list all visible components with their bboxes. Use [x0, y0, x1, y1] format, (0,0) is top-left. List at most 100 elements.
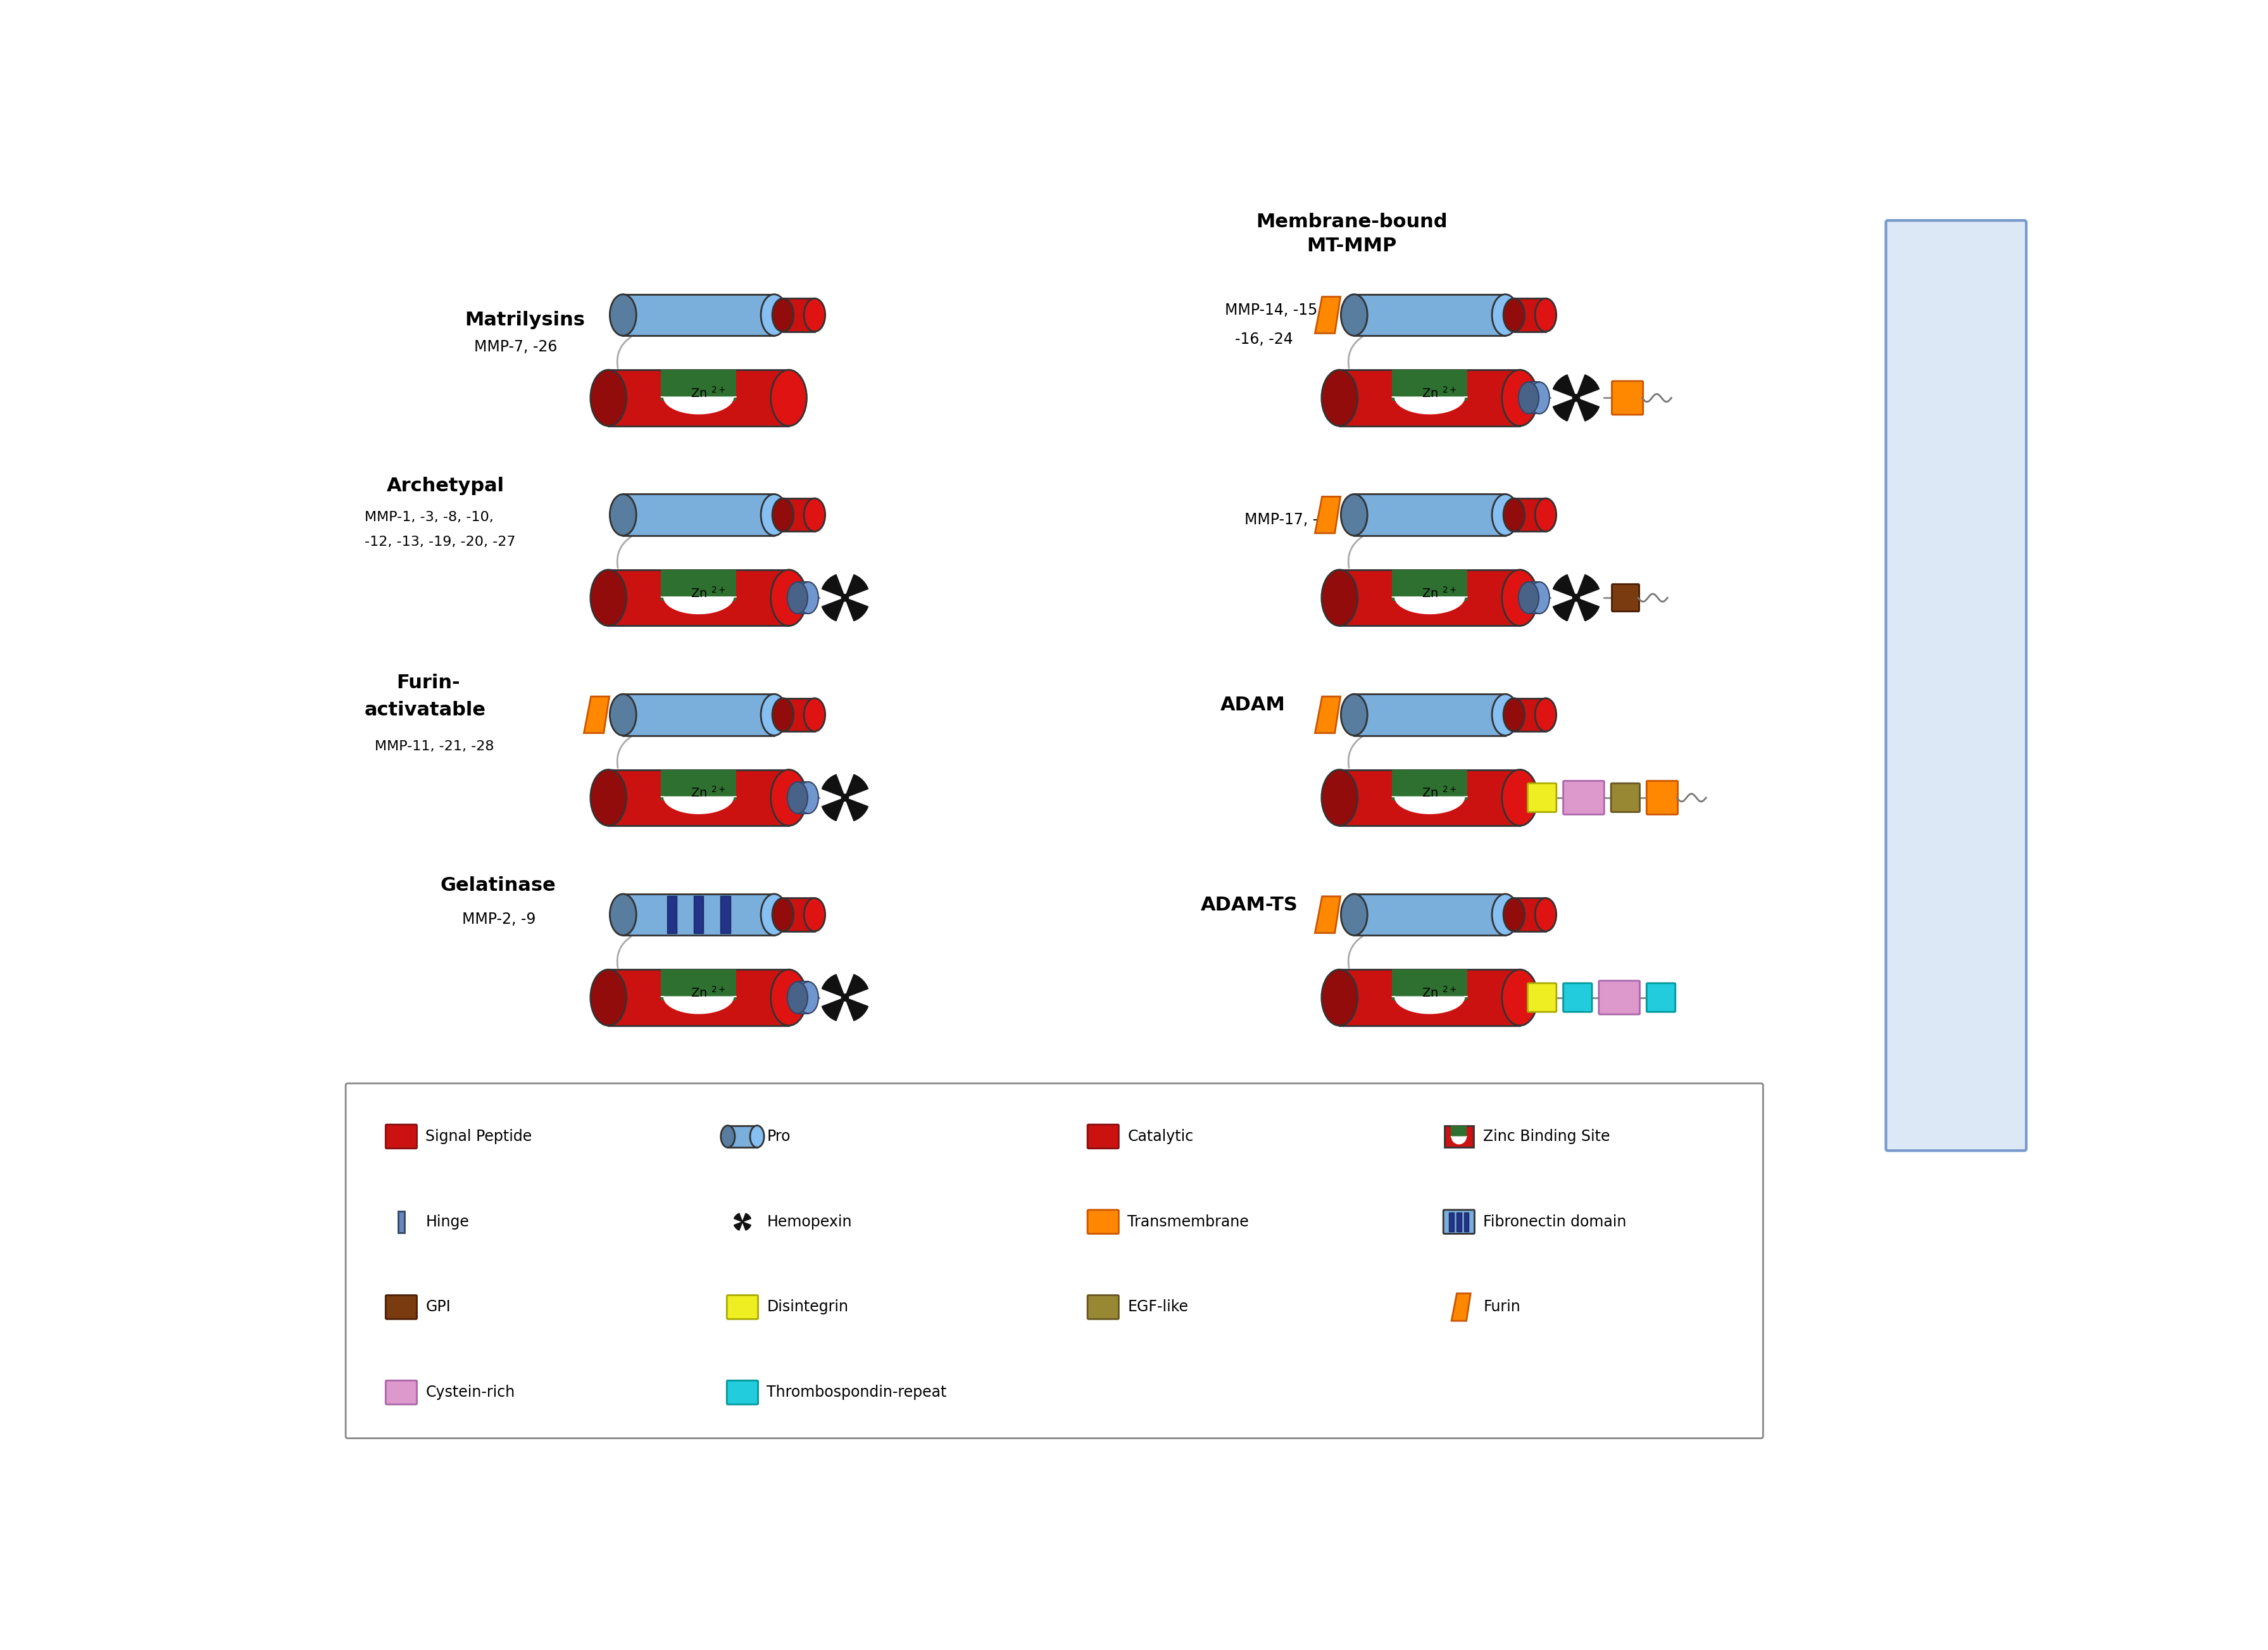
Ellipse shape	[590, 769, 626, 825]
Polygon shape	[742, 1221, 751, 1231]
FancyBboxPatch shape	[1610, 784, 1640, 812]
FancyBboxPatch shape	[1442, 1209, 1474, 1234]
Ellipse shape	[610, 695, 637, 736]
Ellipse shape	[1504, 299, 1524, 332]
Ellipse shape	[803, 698, 826, 731]
Polygon shape	[821, 998, 846, 1021]
Ellipse shape	[1535, 299, 1556, 332]
Text: Catalytic: Catalytic	[1127, 1129, 1193, 1143]
FancyBboxPatch shape	[1563, 780, 1603, 815]
Ellipse shape	[610, 294, 637, 335]
Polygon shape	[1452, 1137, 1467, 1143]
Polygon shape	[821, 797, 846, 820]
Ellipse shape	[787, 582, 807, 614]
Bar	[1354, 294, 1506, 335]
Ellipse shape	[1322, 370, 1359, 426]
Ellipse shape	[1501, 569, 1538, 625]
Polygon shape	[821, 774, 846, 797]
Polygon shape	[660, 797, 737, 813]
Ellipse shape	[610, 894, 637, 936]
Polygon shape	[1315, 497, 1340, 533]
Ellipse shape	[1535, 898, 1556, 931]
Ellipse shape	[760, 294, 787, 335]
FancyBboxPatch shape	[1089, 1125, 1118, 1148]
Polygon shape	[846, 975, 869, 998]
Polygon shape	[660, 997, 737, 1013]
Bar	[1529, 582, 1540, 614]
Text: EGF-like: EGF-like	[1127, 1300, 1188, 1315]
Ellipse shape	[798, 582, 819, 614]
Bar	[1452, 1125, 1467, 1138]
Bar	[1529, 383, 1540, 414]
Bar	[660, 769, 737, 800]
Ellipse shape	[760, 695, 787, 736]
Ellipse shape	[1529, 383, 1549, 414]
Ellipse shape	[610, 493, 637, 536]
Ellipse shape	[771, 970, 807, 1026]
Ellipse shape	[751, 1125, 764, 1147]
Ellipse shape	[1322, 569, 1359, 625]
Text: Zn $^{2+}$: Zn $^{2+}$	[692, 586, 726, 601]
Text: Signal Peptide: Signal Peptide	[426, 1129, 533, 1143]
Bar	[1515, 299, 1547, 332]
Ellipse shape	[1340, 493, 1368, 536]
Bar	[1393, 569, 1467, 601]
Bar	[1456, 1213, 1461, 1231]
Bar	[798, 982, 807, 1013]
Bar	[397, 1211, 404, 1233]
Bar	[667, 896, 676, 934]
Ellipse shape	[1492, 294, 1520, 335]
Polygon shape	[583, 696, 610, 733]
Bar	[660, 970, 737, 1000]
Bar	[721, 896, 730, 934]
Bar	[798, 782, 807, 813]
Text: Matrilysins: Matrilysins	[465, 310, 585, 328]
Bar	[782, 498, 814, 531]
Bar	[728, 1125, 758, 1147]
Text: Archetypal: Archetypal	[386, 477, 503, 495]
Bar	[1354, 493, 1506, 536]
Text: MMP-7, -26: MMP-7, -26	[474, 340, 558, 355]
Ellipse shape	[590, 370, 626, 426]
Ellipse shape	[803, 498, 826, 531]
Ellipse shape	[1504, 898, 1524, 931]
Text: -12, -13, -19, -20, -27: -12, -13, -19, -20, -27	[365, 535, 515, 548]
Polygon shape	[1315, 896, 1340, 932]
Polygon shape	[846, 574, 869, 597]
Ellipse shape	[773, 898, 794, 931]
Text: GPI: GPI	[426, 1300, 451, 1315]
Text: Hemopexin: Hemopexin	[767, 1214, 853, 1229]
Text: Zinc Binding Site: Zinc Binding Site	[1483, 1129, 1610, 1143]
Bar	[1393, 970, 1467, 1000]
Circle shape	[841, 993, 848, 1002]
Bar	[660, 370, 737, 401]
Bar	[1515, 498, 1547, 531]
Bar	[1515, 698, 1547, 731]
Circle shape	[742, 1221, 744, 1223]
Ellipse shape	[803, 299, 826, 332]
Polygon shape	[1554, 597, 1576, 620]
Text: Gelatinase: Gelatinase	[440, 876, 556, 894]
Text: Zn $^{2+}$: Zn $^{2+}$	[692, 785, 726, 800]
Ellipse shape	[771, 769, 807, 825]
Polygon shape	[1315, 696, 1340, 733]
Bar	[782, 299, 814, 332]
Ellipse shape	[1340, 695, 1368, 736]
Polygon shape	[1576, 375, 1599, 398]
Circle shape	[1572, 594, 1581, 602]
Ellipse shape	[1535, 698, 1556, 731]
Polygon shape	[742, 1213, 751, 1221]
Ellipse shape	[787, 782, 807, 813]
FancyBboxPatch shape	[726, 1381, 758, 1404]
Text: Membrane-bound: Membrane-bound	[1256, 213, 1447, 231]
Bar	[660, 569, 737, 601]
Bar	[624, 294, 773, 335]
Ellipse shape	[1535, 498, 1556, 531]
Bar	[1340, 769, 1520, 825]
Ellipse shape	[760, 493, 787, 536]
Polygon shape	[846, 597, 869, 620]
Ellipse shape	[1501, 370, 1538, 426]
FancyBboxPatch shape	[386, 1381, 417, 1404]
Text: Thrombospondin-repeat: Thrombospondin-repeat	[767, 1384, 946, 1401]
Polygon shape	[846, 998, 869, 1021]
